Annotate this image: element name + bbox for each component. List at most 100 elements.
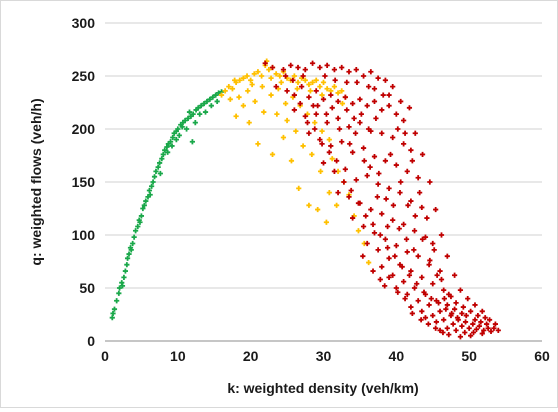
data-point (240, 103, 246, 109)
data-point (390, 134, 396, 141)
data-point (233, 113, 239, 119)
data-point (473, 326, 480, 332)
data-point (131, 234, 137, 240)
data-point (255, 69, 261, 75)
data-point (208, 103, 214, 109)
data-point (319, 141, 325, 147)
data-point (403, 236, 410, 242)
data-point (479, 308, 485, 314)
data-point (430, 312, 436, 319)
data-point (426, 302, 432, 308)
x-tick-label: 30 (316, 348, 332, 364)
data-point (176, 132, 182, 138)
data-point (150, 179, 156, 185)
data-point (422, 234, 429, 240)
data-point (165, 149, 171, 155)
data-point (157, 160, 163, 166)
data-point (395, 289, 401, 295)
data-point (258, 73, 265, 79)
data-point (401, 279, 407, 285)
scatter-series (109, 89, 225, 321)
data-point (444, 302, 450, 308)
data-point (364, 173, 370, 179)
data-point (441, 287, 447, 293)
data-point (453, 327, 459, 333)
data-point (283, 73, 289, 79)
data-point (183, 126, 190, 132)
data-point (300, 73, 306, 79)
data-point (313, 111, 319, 117)
data-point (319, 92, 325, 98)
data-point (179, 124, 185, 130)
data-point (409, 158, 415, 164)
data-point (204, 98, 210, 105)
data-point (411, 285, 418, 291)
data-point (414, 281, 420, 287)
data-point (430, 281, 436, 287)
data-point (291, 107, 297, 113)
data-point (386, 274, 392, 280)
data-point (326, 149, 332, 155)
data-point (422, 315, 429, 321)
data-point (411, 228, 418, 234)
data-point (175, 126, 181, 132)
data-point (433, 319, 439, 325)
data-point (302, 77, 308, 83)
data-point (412, 213, 418, 219)
data-point (295, 79, 301, 85)
data-point (405, 202, 411, 208)
data-point (309, 60, 316, 66)
data-point (299, 84, 305, 90)
data-point (147, 192, 153, 198)
data-point (213, 92, 219, 98)
data-point (393, 111, 399, 117)
data-point (357, 96, 363, 102)
data-point (358, 111, 364, 117)
data-point (329, 156, 335, 162)
data-point (302, 67, 308, 73)
data-point (401, 141, 407, 147)
data-point (462, 319, 469, 325)
data-point (419, 274, 425, 280)
data-point (249, 81, 255, 88)
data-point (386, 103, 392, 109)
data-point (350, 215, 356, 221)
data-point (332, 77, 338, 83)
data-point (382, 283, 388, 289)
data-point (431, 247, 437, 253)
data-point (346, 124, 352, 130)
data-point (137, 219, 143, 225)
data-point (300, 143, 306, 149)
data-point (262, 60, 268, 66)
data-point (268, 75, 274, 81)
data-point (368, 69, 374, 75)
data-point (435, 300, 442, 306)
data-point (417, 190, 423, 196)
data-point (227, 96, 233, 102)
data-point (346, 194, 352, 200)
data-point (128, 247, 134, 253)
data-point (465, 296, 471, 302)
data-point (284, 117, 290, 124)
data-point (408, 147, 414, 153)
data-point (222, 88, 228, 94)
data-point (324, 86, 330, 92)
data-point (169, 143, 175, 149)
data-point (268, 92, 274, 98)
data-point (370, 268, 376, 274)
data-point (306, 94, 312, 100)
data-point (335, 98, 341, 105)
data-point (310, 103, 316, 109)
data-point (306, 81, 312, 88)
data-point (319, 128, 325, 134)
data-point (366, 259, 372, 266)
data-point (353, 67, 359, 73)
data-point (140, 205, 146, 212)
data-point (468, 333, 474, 339)
y-tick-label: 300 (72, 15, 96, 31)
data-point (339, 139, 345, 145)
data-point (328, 92, 334, 98)
data-point (336, 126, 343, 132)
data-point (396, 226, 402, 232)
